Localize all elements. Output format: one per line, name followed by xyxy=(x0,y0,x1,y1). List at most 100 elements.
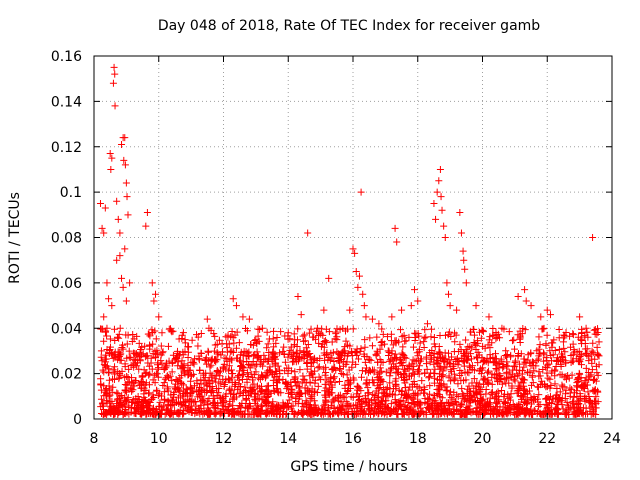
data-point-medium xyxy=(270,327,278,335)
data-point xyxy=(333,336,341,344)
data-point-background xyxy=(495,360,503,368)
data-point-medium xyxy=(462,336,470,344)
data-point-background xyxy=(150,404,158,412)
data-point-background xyxy=(137,377,145,385)
data-point-background xyxy=(149,376,157,384)
data-point-background xyxy=(280,351,288,359)
data-point-background xyxy=(376,383,384,391)
data-point xyxy=(119,283,127,291)
data-point-background xyxy=(145,381,153,389)
data-point-medium xyxy=(549,351,557,359)
data-point-background xyxy=(591,404,599,412)
data-point-background xyxy=(491,350,499,358)
data-point-background xyxy=(141,396,149,404)
data-point-background xyxy=(523,405,531,413)
data-point-background xyxy=(218,402,226,410)
data-point-background xyxy=(542,395,550,403)
data-point-background xyxy=(128,374,136,382)
data-point-background xyxy=(477,383,485,391)
data-point-medium xyxy=(470,338,478,346)
data-point-background xyxy=(185,397,193,405)
data-point-background xyxy=(299,410,307,418)
data-point-background xyxy=(174,362,182,370)
data-point-background xyxy=(556,388,564,396)
data-point-background xyxy=(179,410,187,418)
data-point-background xyxy=(102,351,110,359)
data-point-background xyxy=(273,368,281,376)
data-point-background xyxy=(386,372,394,380)
data-point-background xyxy=(521,385,529,393)
data-point-medium xyxy=(469,325,477,333)
data-point xyxy=(109,79,117,87)
data-point-background xyxy=(521,358,529,366)
data-point-background xyxy=(473,379,481,387)
data-point xyxy=(457,229,465,237)
data-point-background xyxy=(364,384,372,392)
x-tick-label: 22 xyxy=(538,431,556,447)
data-point-medium xyxy=(471,340,479,348)
data-point-background xyxy=(290,410,298,418)
data-point-background xyxy=(329,396,337,404)
data-point-medium xyxy=(315,339,323,347)
data-point-background xyxy=(348,363,356,371)
data-point-background xyxy=(97,381,105,389)
data-point-medium xyxy=(378,325,386,333)
data-point xyxy=(414,297,422,305)
data-point-medium xyxy=(230,339,238,347)
data-point-background xyxy=(308,392,316,400)
data-point-background xyxy=(357,373,365,381)
data-point-medium xyxy=(445,349,453,357)
data-point xyxy=(354,283,362,291)
data-point xyxy=(559,338,567,346)
data-point xyxy=(393,238,401,246)
data-point-background xyxy=(421,369,429,377)
data-point-medium xyxy=(226,355,234,363)
data-point xyxy=(122,297,130,305)
data-point-background xyxy=(306,379,314,387)
data-point-background xyxy=(317,410,325,418)
data-point-background xyxy=(504,362,512,370)
data-point-background xyxy=(409,410,417,418)
data-point-medium xyxy=(151,353,159,361)
data-point-background xyxy=(160,379,168,387)
data-point-background xyxy=(493,399,501,407)
data-point-background xyxy=(390,407,398,415)
data-point-background xyxy=(374,370,382,378)
data-point-medium xyxy=(153,346,161,354)
data-point-background xyxy=(558,394,566,402)
data-point-background xyxy=(429,410,437,418)
x-tick-label: 24 xyxy=(603,431,621,447)
data-point xyxy=(304,229,312,237)
data-point-background xyxy=(176,374,184,382)
data-point-background xyxy=(260,351,268,359)
data-point-background xyxy=(386,356,394,364)
data-point-medium xyxy=(342,327,350,335)
data-point-background xyxy=(548,367,556,375)
data-point-background xyxy=(426,373,434,381)
data-point-medium xyxy=(451,338,459,346)
data-point-background xyxy=(376,369,384,377)
data-point-medium xyxy=(540,350,548,358)
data-point-medium xyxy=(171,356,179,364)
data-point-medium xyxy=(217,351,225,359)
data-point-background xyxy=(235,367,243,375)
data-point-medium xyxy=(486,344,494,352)
x-axis-label: GPS time / hours xyxy=(290,459,407,475)
data-point-medium xyxy=(318,340,326,348)
data-point-medium xyxy=(263,328,271,336)
data-point-medium xyxy=(253,354,261,362)
data-point-background xyxy=(201,374,209,382)
data-point xyxy=(375,320,383,328)
data-point-background xyxy=(519,393,527,401)
data-point-background xyxy=(374,376,382,384)
data-point-background xyxy=(576,396,584,404)
data-point-background xyxy=(436,376,444,384)
data-point xyxy=(164,342,172,350)
data-point-background xyxy=(488,380,496,388)
data-point-background xyxy=(252,368,260,376)
data-point-background xyxy=(524,398,532,406)
data-point-background xyxy=(245,402,253,410)
data-point-background xyxy=(368,407,376,415)
data-point-medium xyxy=(284,335,292,343)
data-point-medium xyxy=(578,329,586,337)
